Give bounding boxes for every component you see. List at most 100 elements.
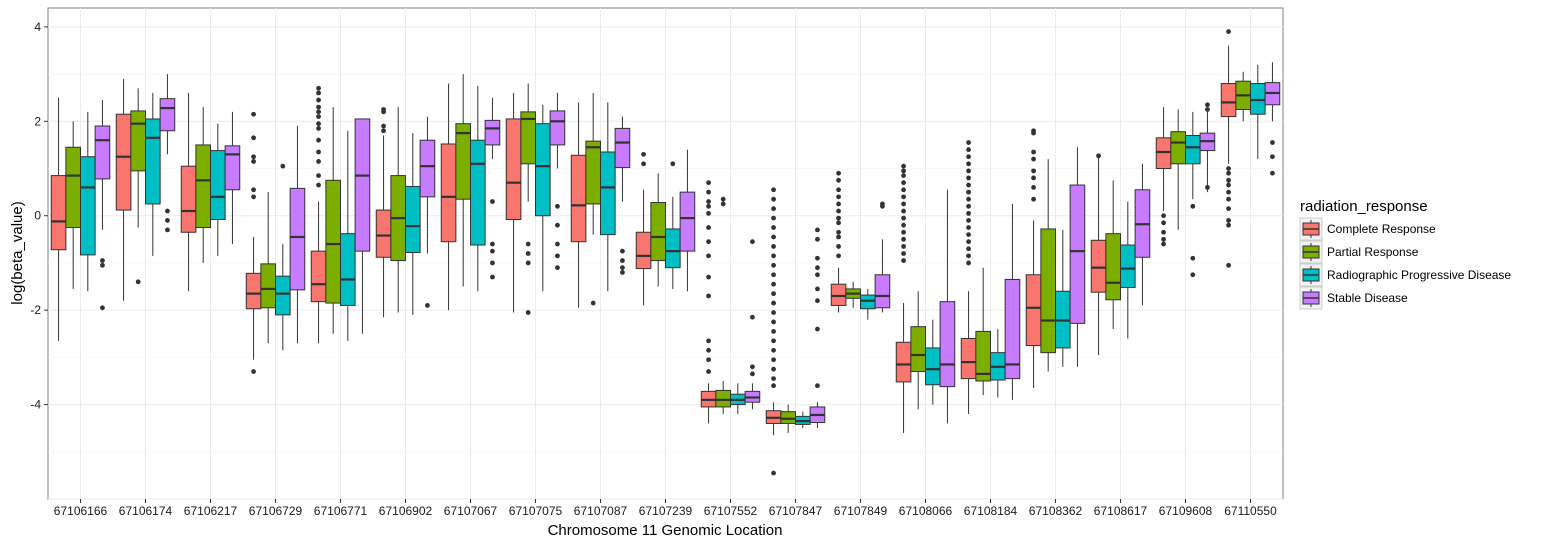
outlier-point — [100, 258, 105, 263]
box-iqr — [570, 154, 587, 243]
box-iqr — [275, 275, 291, 316]
outlier-point — [641, 161, 646, 167]
outlier-point — [1096, 153, 1101, 159]
box-iqr — [1025, 274, 1042, 347]
outlier-point — [771, 347, 776, 353]
legend-item: Partial Response — [1299, 240, 1419, 264]
box-67107239-3 — [679, 149, 696, 292]
box-iqr — [635, 231, 652, 270]
outlier-point — [316, 125, 321, 131]
boxes — [50, 29, 1281, 476]
outlier-point — [720, 201, 726, 207]
box-iqr — [455, 123, 471, 200]
box-67107075-0 — [505, 92, 522, 313]
box-67107552-1 — [715, 196, 731, 415]
outlier-point — [771, 215, 776, 221]
x-tick-label: 67107239 — [639, 504, 693, 518]
box-67107849-1 — [845, 281, 861, 308]
outlier-point — [966, 218, 971, 223]
outlier-point — [750, 371, 755, 377]
x-tick-label: 67108362 — [1029, 504, 1083, 518]
box-iqr — [1090, 239, 1107, 293]
outlier-point — [901, 180, 906, 186]
outlier-point — [771, 319, 776, 325]
outlier-point — [901, 187, 906, 193]
y-tick-label: -4 — [30, 398, 41, 412]
outlier-point — [251, 111, 256, 117]
x-axis-ticks: 67106166 67106174 67106217 67106729 67106771… — [54, 499, 1277, 518]
box-67106217-3 — [224, 111, 241, 245]
box-67108617-2 — [1120, 201, 1136, 339]
outlier-point — [706, 293, 711, 299]
outlier-point — [771, 234, 776, 240]
box-iqr — [180, 165, 197, 233]
box-67106771-2 — [340, 130, 356, 341]
outlier-point — [815, 286, 820, 292]
outlier-point — [966, 140, 971, 145]
outlier-point — [771, 338, 776, 344]
box-67110550-3 — [1264, 62, 1281, 176]
box-67107087-1 — [585, 92, 601, 306]
outlier-point — [815, 383, 820, 389]
x-tick-label: 67107847 — [769, 504, 823, 518]
box-67106174-3 — [159, 74, 176, 233]
y-tick-label: 2 — [34, 114, 41, 128]
outlier-point — [901, 215, 906, 221]
outlier-point — [836, 229, 841, 235]
box-67106771-3 — [354, 118, 371, 334]
box-iqr — [440, 143, 457, 243]
x-tick-label: 67107087 — [574, 504, 628, 518]
outlier-point — [1031, 175, 1036, 181]
outlier-point — [966, 253, 971, 259]
legend-label: Stable Disease — [1327, 291, 1408, 305]
outlier-point — [771, 281, 776, 287]
outlier-point — [620, 258, 625, 263]
x-tick-label: 67107552 — [704, 504, 758, 518]
box-iqr — [65, 146, 81, 229]
outlier-point — [836, 253, 841, 259]
box-iqr — [925, 347, 941, 386]
outlier-point — [836, 201, 841, 207]
box-67108362-3 — [1069, 147, 1086, 367]
outlier-point — [966, 182, 971, 188]
outlier-point — [966, 246, 971, 252]
outlier-point — [836, 208, 841, 214]
box-iqr — [1105, 233, 1121, 301]
box-67107067-2 — [470, 85, 486, 292]
outlier-point — [1190, 203, 1196, 209]
box-67108184-3 — [1004, 203, 1021, 400]
outlier-point — [641, 151, 646, 157]
box-67107087-2 — [600, 102, 616, 292]
box-67108617-3 — [1134, 163, 1151, 306]
outlier-point — [706, 338, 711, 344]
outlier-point — [251, 135, 256, 141]
box-67106902-0 — [375, 107, 392, 318]
outlier-point — [815, 326, 820, 332]
outlier-point — [901, 194, 906, 200]
outlier-point — [966, 168, 971, 174]
y-axis-ticks: -4 -2 0 2 4 — [30, 20, 48, 412]
outlier-point — [706, 357, 711, 363]
outlier-point — [490, 248, 495, 254]
outlier-point — [1226, 218, 1231, 223]
outlier-point — [1161, 241, 1166, 247]
outlier-point — [966, 175, 971, 181]
box-iqr — [910, 326, 926, 373]
outlier-point — [901, 251, 906, 256]
box-67107552-2 — [730, 383, 746, 415]
box-iqr — [1185, 134, 1201, 165]
y-axis-title: log(beta_value) — [9, 201, 26, 304]
box-iqr — [874, 274, 891, 309]
outlier-point — [771, 291, 776, 297]
outlier-point — [771, 225, 776, 230]
outlier-point — [706, 347, 711, 353]
outlier-point — [525, 310, 531, 315]
outlier-point — [771, 300, 776, 306]
outlier-point — [316, 149, 321, 155]
box-iqr — [130, 110, 146, 172]
box-67106217-2 — [210, 123, 226, 256]
box-iqr — [939, 301, 956, 388]
box-67106166-0 — [50, 97, 67, 341]
outlier-point — [966, 232, 971, 238]
box-iqr — [354, 118, 371, 252]
